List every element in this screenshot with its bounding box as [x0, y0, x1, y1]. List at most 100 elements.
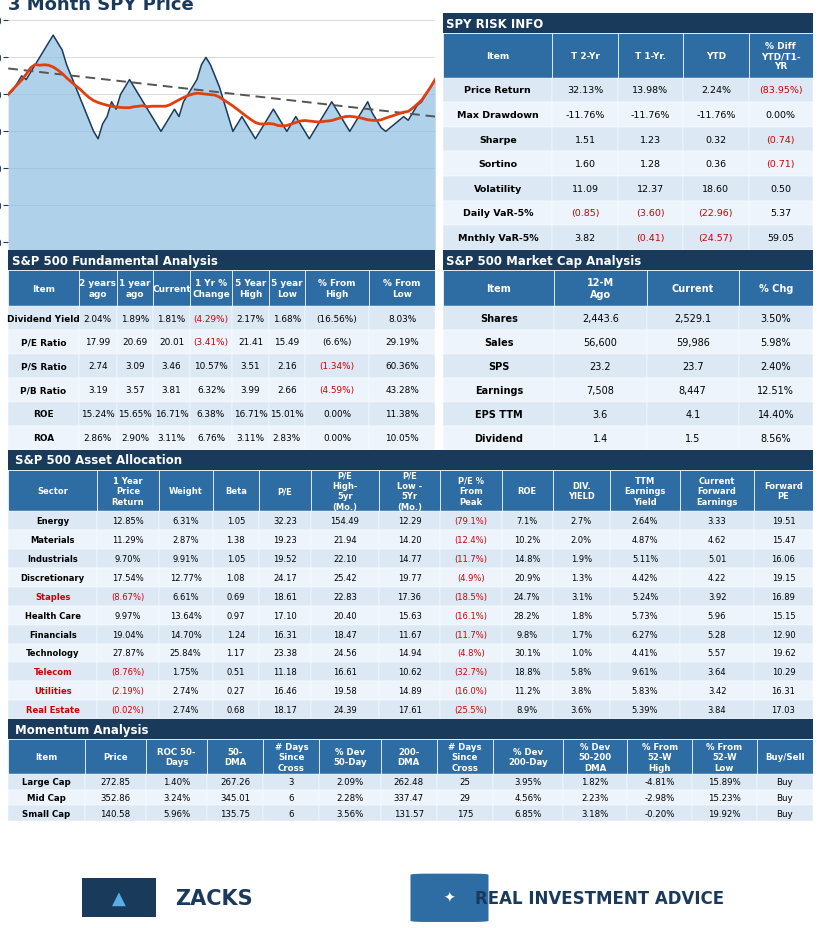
Bar [749, 201, 813, 226]
Bar [754, 606, 813, 625]
Bar [683, 177, 749, 201]
Bar [440, 681, 502, 701]
Bar [381, 740, 437, 774]
Text: 18.17: 18.17 [273, 705, 297, 715]
Bar [264, 806, 319, 821]
Bar [553, 512, 610, 531]
Bar [146, 740, 207, 774]
Bar [627, 806, 692, 821]
Text: 2.24%: 2.24% [701, 86, 731, 96]
Text: 1 Year
Price
Return: 1 Year Price Return [112, 476, 144, 506]
Bar [647, 354, 739, 379]
Bar [502, 644, 553, 663]
Text: 1.89%: 1.89% [121, 315, 149, 323]
Bar [647, 426, 739, 450]
Bar [627, 774, 692, 790]
Bar [117, 354, 154, 379]
Text: 24.56: 24.56 [333, 649, 357, 658]
Text: 60.36%: 60.36% [385, 362, 419, 371]
Text: 11.2%: 11.2% [514, 687, 540, 695]
Text: (8.67%): (8.67%) [112, 592, 144, 601]
Bar [553, 701, 610, 719]
Text: 6.76%: 6.76% [197, 433, 225, 443]
Bar [98, 701, 158, 719]
Bar [443, 426, 554, 450]
Bar [443, 34, 553, 79]
Text: ROE: ROE [33, 410, 53, 419]
Bar [207, 806, 264, 821]
Text: (0.71): (0.71) [766, 160, 795, 169]
Bar [232, 307, 268, 330]
Text: 59.05: 59.05 [767, 234, 794, 243]
Text: (0.41): (0.41) [636, 234, 665, 243]
Text: Dividend Yield: Dividend Yield [7, 315, 80, 323]
Text: 352.86: 352.86 [100, 793, 131, 802]
Text: 1.05: 1.05 [227, 517, 245, 526]
Text: 1.0%: 1.0% [571, 649, 592, 658]
Bar [683, 152, 749, 177]
Text: 1.75%: 1.75% [172, 667, 199, 677]
Bar [369, 426, 435, 450]
Text: 22.10: 22.10 [333, 555, 357, 563]
Text: 29.19%: 29.19% [385, 338, 419, 347]
Bar [680, 625, 754, 644]
Bar [754, 663, 813, 681]
Bar [683, 79, 749, 103]
Text: 5.57: 5.57 [708, 649, 727, 658]
Bar [268, 403, 305, 426]
Text: 3.1%: 3.1% [571, 592, 592, 601]
Bar [683, 34, 749, 79]
Text: Small Cap: Small Cap [22, 809, 71, 818]
Bar [502, 606, 553, 625]
Text: 5.98%: 5.98% [760, 338, 791, 348]
Text: 1.38: 1.38 [227, 535, 245, 545]
Bar [379, 644, 440, 663]
Bar [440, 701, 502, 719]
Bar [264, 790, 319, 806]
Bar [692, 774, 757, 790]
Text: -11.76%: -11.76% [696, 111, 736, 120]
Bar [117, 379, 154, 403]
Bar [98, 512, 158, 531]
Bar [680, 606, 754, 625]
Bar [443, 201, 553, 226]
Text: 12.29: 12.29 [397, 517, 421, 526]
Text: (6.6%): (6.6%) [322, 338, 351, 347]
Text: % Dev
50-Day: % Dev 50-Day [333, 747, 367, 767]
Bar [647, 403, 739, 426]
Text: 12.77%: 12.77% [170, 574, 202, 583]
Bar [369, 379, 435, 403]
Text: Discretionary: Discretionary [21, 574, 85, 583]
Bar [79, 426, 117, 450]
Bar [154, 403, 190, 426]
Text: 135.75: 135.75 [220, 809, 250, 818]
Text: Buy: Buy [777, 778, 793, 787]
Text: 16.71%: 16.71% [234, 410, 268, 419]
Text: Sortino: Sortino [479, 160, 517, 169]
Text: ROA: ROA [33, 433, 54, 443]
Text: 4.22: 4.22 [708, 574, 727, 583]
Text: 10.62: 10.62 [397, 667, 421, 677]
Text: 15.01%: 15.01% [270, 410, 304, 419]
Text: (25.5%): (25.5%) [455, 705, 488, 715]
Text: 1.17: 1.17 [227, 649, 245, 658]
Bar [553, 625, 610, 644]
Text: 2.90%: 2.90% [122, 433, 149, 443]
Bar [232, 354, 268, 379]
Text: 18.60: 18.60 [702, 185, 729, 194]
Text: 2.64%: 2.64% [632, 517, 658, 526]
Bar [379, 512, 440, 531]
Text: 200-
DMA: 200- DMA [397, 747, 420, 767]
Bar [79, 354, 117, 379]
Bar [493, 774, 562, 790]
Text: Earnings: Earnings [475, 385, 523, 395]
Bar [381, 774, 437, 790]
Bar [319, 740, 381, 774]
Text: 1.08: 1.08 [227, 574, 245, 583]
Bar [754, 701, 813, 719]
Text: SPS: SPS [488, 362, 510, 371]
Text: 6.38%: 6.38% [197, 410, 225, 419]
Bar [82, 879, 156, 917]
Text: (16.56%): (16.56%) [317, 315, 357, 323]
Text: 1.4: 1.4 [593, 433, 608, 444]
